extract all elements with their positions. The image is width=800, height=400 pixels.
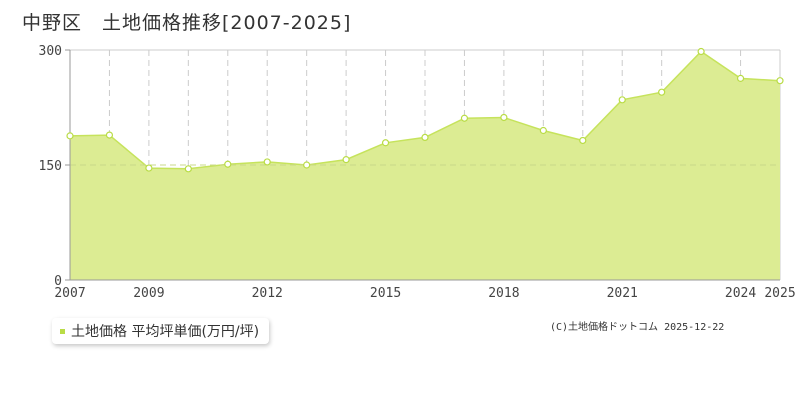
data-point [697, 47, 705, 56]
x-tick-label: 2012 [252, 286, 283, 301]
x-tick-label: 2015 [370, 286, 401, 301]
horizontal-gridlines [70, 49, 780, 166]
data-point [658, 88, 666, 96]
data-point [66, 132, 74, 140]
data-point [460, 114, 469, 122]
x-tick-label: 2009 [133, 286, 164, 301]
y-tick-label: 150 [39, 159, 62, 174]
data-point [342, 156, 350, 164]
x-tick-label: 2024 [725, 286, 756, 301]
credit-text: (C)土地価格ドットコム 2025-12-22 [550, 322, 725, 333]
data-point [224, 160, 232, 168]
x-tick-label: 2018 [488, 286, 519, 301]
y-tick-labels: 0 150 300 [39, 44, 70, 289]
chart-title: 中野区 土地価格推移[2007-2025] [22, 12, 352, 34]
y-tick-label: 300 [39, 44, 62, 59]
x-tick-labels: 2007 2009 2012 2015 2018 2021 2024 2025 [54, 286, 795, 301]
data-point [736, 74, 745, 82]
legend-swatch [60, 328, 65, 334]
data-point [184, 165, 192, 173]
data-point [145, 164, 153, 172]
x-tick-label: 2007 [54, 286, 85, 301]
legend-label: 土地価格 平均坪単価(万円/坪) [71, 324, 260, 340]
data-point [500, 113, 508, 122]
data-point [263, 158, 271, 166]
data-point [539, 126, 547, 135]
x-tick-label: 2025 [764, 286, 795, 301]
data-point [618, 96, 626, 104]
data-point [776, 77, 784, 85]
data-point [579, 136, 587, 145]
data-point [105, 131, 114, 139]
area-fill [70, 51, 780, 280]
data-point [421, 133, 429, 141]
data-points [66, 47, 784, 173]
data-point [381, 139, 390, 147]
x-tick-label: 2021 [607, 286, 638, 301]
legend: 土地価格 平均坪単価(万円/坪) [52, 318, 270, 344]
y-tick-label: 0 [54, 274, 62, 289]
data-point [303, 161, 311, 169]
